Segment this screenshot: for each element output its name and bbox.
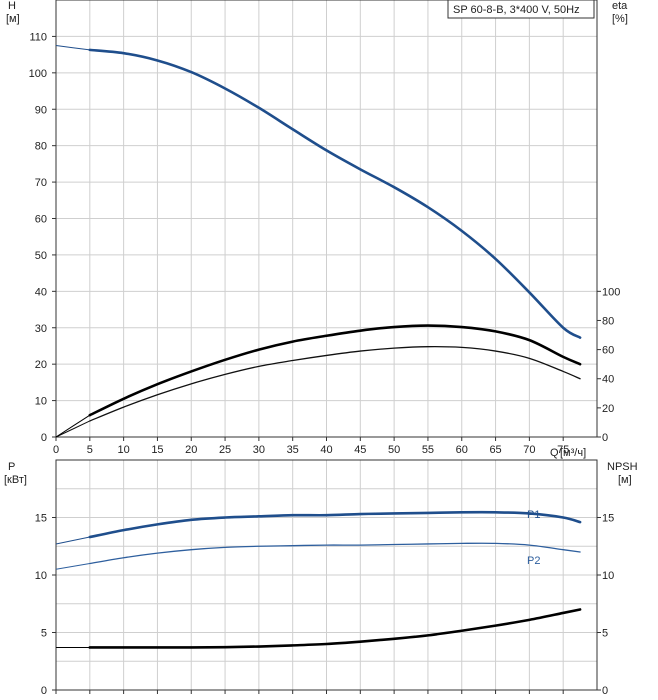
efficiency-tick-label: 40 <box>602 374 614 386</box>
secondary-curve-extrapolation <box>55 414 91 438</box>
p1-series-label: P1 <box>527 509 540 521</box>
x-tick-label: 60 <box>456 444 468 456</box>
p2-curve-extrapolation <box>55 563 90 570</box>
p2-curve-line <box>89 542 581 565</box>
power-npsh-tick-labels: 0 5 10 15 0 5 10 15 <box>35 513 615 698</box>
efficiency-curve-line <box>89 346 581 422</box>
head-tick-label: 40 <box>35 286 47 298</box>
chart-title: SP 60-8-B, 3*400 V, 50Hz <box>453 4 580 16</box>
head-axis-unit: [м] <box>6 13 20 25</box>
power-axis-label: P <box>8 461 15 473</box>
npsh-tick-label: 5 <box>602 628 608 640</box>
power-tick-label: 5 <box>41 628 47 640</box>
efficiency-axis-label: eta <box>612 0 628 12</box>
flow-axis-unit: [м³/ч] <box>560 447 586 459</box>
x-tick-label: 70 <box>523 444 535 456</box>
head-tick-label: 60 <box>35 214 47 226</box>
x-tick-label: 30 <box>253 444 265 456</box>
head-tick-label: 110 <box>29 31 47 43</box>
npsh-curve-line <box>88 608 582 649</box>
head-tick-label: 70 <box>35 177 47 189</box>
x-tick-label: 15 <box>151 444 163 456</box>
npsh-tick-label: 0 <box>602 685 608 697</box>
secondary-curve-line <box>88 324 582 417</box>
power-npsh-grid <box>56 460 597 690</box>
efficiency-axis-unit: [%] <box>612 13 628 25</box>
flow-axis-label: Q <box>550 447 559 459</box>
x-tick-label: 10 <box>118 444 130 456</box>
head-tick-label: 20 <box>35 359 47 371</box>
npsh-axis-label: NPSH <box>607 461 638 473</box>
head-efficiency-tick-labels: 0 5 10 15 20 25 30 35 40 45 50 55 60 65 70 75 0 10 20 30 40 5… <box>29 31 621 456</box>
x-tick-label: 40 <box>320 444 332 456</box>
head-tick-label: 90 <box>35 104 47 116</box>
p1-curve-line <box>88 510 582 539</box>
head-efficiency-series <box>55 45 582 438</box>
efficiency-tick-label: 20 <box>602 403 614 415</box>
head-efficiency-grid <box>56 0 597 437</box>
head-curve-line <box>88 48 582 339</box>
power-tick-label: 10 <box>35 570 47 582</box>
head-tick-label: 30 <box>35 323 47 335</box>
x-tick-label: 0 <box>53 444 59 456</box>
head-tick-label: 100 <box>29 68 47 80</box>
efficiency-tick-label: 100 <box>602 286 620 298</box>
npsh-tick-label: 15 <box>602 513 614 525</box>
efficiency-tick-label: 0 <box>602 432 608 444</box>
x-tick-label: 20 <box>185 444 197 456</box>
power-tick-label: 0 <box>41 685 47 697</box>
x-tick-label: 55 <box>422 444 434 456</box>
p2-series-label: P2 <box>527 555 540 567</box>
chart-title-box <box>447 0 595 19</box>
x-tick-label: 50 <box>388 444 400 456</box>
power-npsh-series <box>55 510 582 649</box>
x-tick-label: 5 <box>87 444 93 456</box>
head-tick-label: 0 <box>41 432 47 444</box>
x-tick-label: 75 <box>557 444 569 456</box>
npsh-axis-unit: [м] <box>618 474 632 486</box>
efficiency-tick-label: 80 <box>602 315 614 327</box>
power-tick-label: 15 <box>35 513 47 525</box>
efficiency-tick-label: 60 <box>602 345 614 357</box>
x-tick-label: 65 <box>489 444 501 456</box>
npsh-tick-label: 10 <box>602 570 614 582</box>
p1-curve-extrapolation <box>55 536 90 545</box>
x-tick-label: 45 <box>354 444 366 456</box>
head-tick-label: 80 <box>35 141 47 153</box>
x-tick-label: 25 <box>219 444 231 456</box>
head-axis-label: H <box>8 0 16 12</box>
power-axis-unit: [кВт] <box>4 474 27 486</box>
head-curve-extrapolation <box>55 45 90 51</box>
head-tick-label: 10 <box>35 396 47 408</box>
head-tick-label: 50 <box>35 250 47 262</box>
x-tick-label: 35 <box>287 444 299 456</box>
